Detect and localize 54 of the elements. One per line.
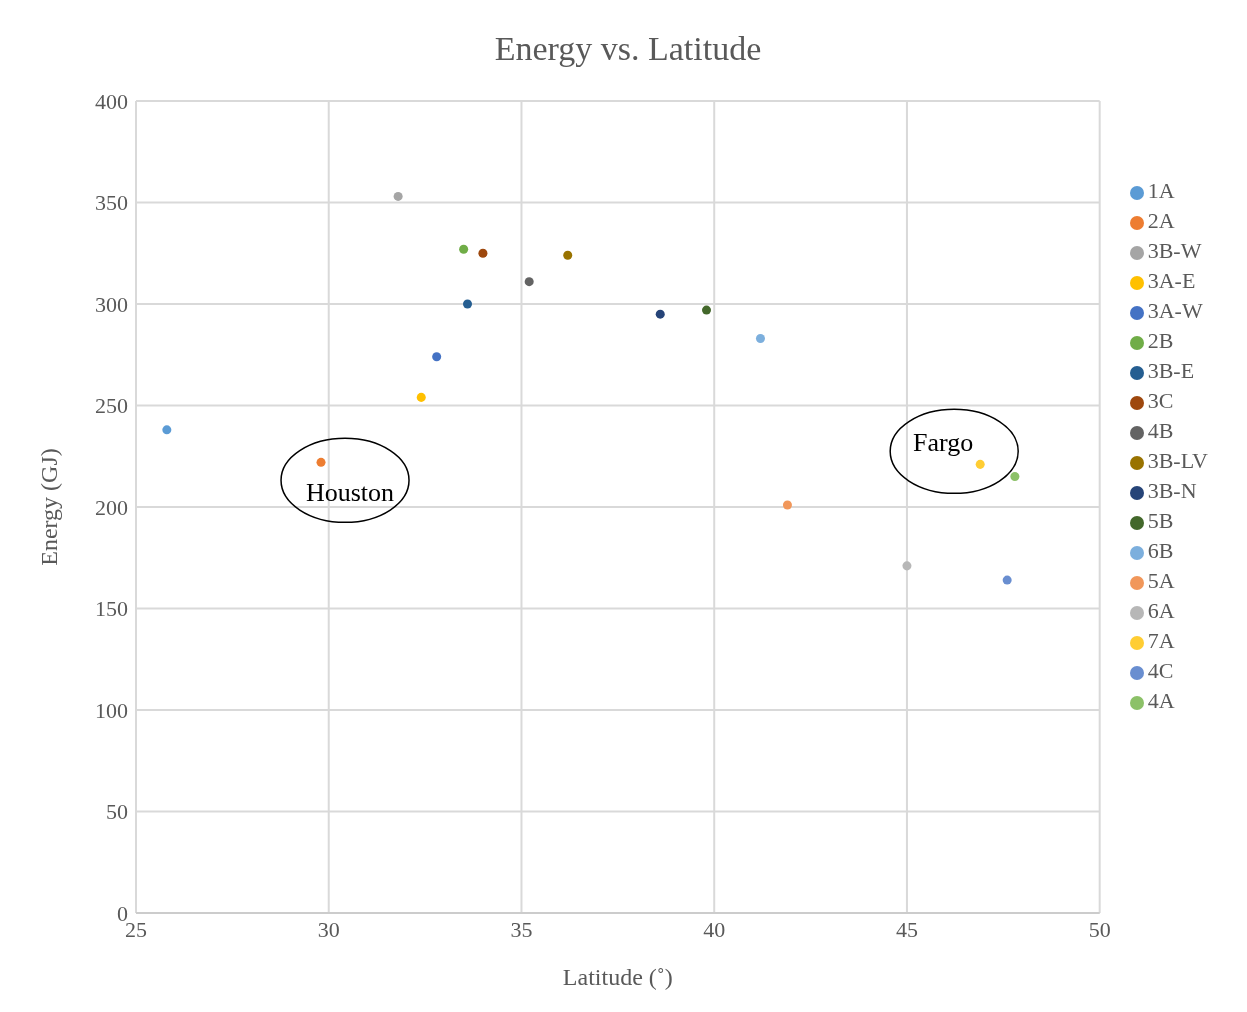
legend-label: 4B — [1147, 418, 1174, 443]
y-tick-label: 150 — [95, 596, 128, 622]
legend-label: 5A — [1147, 568, 1175, 593]
y-tick-label: 300 — [95, 291, 128, 317]
point — [1010, 472, 1020, 482]
legend-label: 7A — [1147, 628, 1175, 653]
point — [316, 457, 326, 467]
y-tick-label: 200 — [95, 494, 128, 520]
point — [701, 305, 712, 315]
y-tick-label: 250 — [95, 393, 128, 419]
point — [1002, 575, 1012, 585]
legend-label: 3A-E — [1147, 268, 1196, 293]
legend-label: 6B — [1147, 538, 1174, 563]
legend-label: 3A-W — [1147, 298, 1203, 323]
point — [755, 334, 765, 344]
y-tick-label: 350 — [95, 190, 128, 216]
legend-label: 3C — [1147, 388, 1174, 413]
chart-title: Energy vs. Latitude — [493, 30, 763, 68]
point — [162, 425, 172, 435]
legend-label: 3B-E — [1147, 358, 1195, 383]
legend-label: 1A — [1147, 178, 1175, 203]
legend-label: 3B-N — [1147, 478, 1197, 503]
x-axis-title: Latitude (˚) — [562, 964, 673, 990]
point — [655, 309, 665, 319]
point — [782, 500, 792, 510]
y-axis-title: Energy (GJ) — [35, 448, 62, 566]
annotation: Houston — [305, 478, 395, 508]
x-tick-label: 45 — [895, 916, 918, 942]
x-tick-label: 50 — [1088, 916, 1111, 942]
y-tick-label: 400 — [95, 88, 128, 114]
legend-label: 6A — [1147, 598, 1175, 623]
annotation: Fargo — [913, 428, 974, 458]
point — [524, 277, 534, 287]
x-tick-label: 40 — [703, 916, 726, 942]
point — [416, 392, 426, 402]
y-tick-label: 100 — [95, 697, 128, 723]
legend-label: 3B-W — [1147, 238, 1202, 263]
point — [975, 459, 985, 469]
x-tick-label: 35 — [510, 916, 533, 942]
legend-label: 2A — [1147, 208, 1175, 233]
point — [563, 250, 573, 260]
point — [432, 352, 442, 362]
legend-label: 3B-LV — [1147, 448, 1208, 473]
legend-label: 4C — [1147, 658, 1174, 683]
y-tick-label: 50 — [106, 799, 128, 825]
legend-label: 2B — [1147, 328, 1174, 353]
point — [459, 244, 469, 254]
legend-label: 5B — [1147, 508, 1174, 533]
x-tick-label: 30 — [317, 916, 340, 942]
point — [393, 191, 403, 201]
point — [462, 299, 473, 309]
legend-label: 4A — [1147, 688, 1175, 713]
point — [478, 248, 488, 258]
point — [902, 561, 912, 571]
